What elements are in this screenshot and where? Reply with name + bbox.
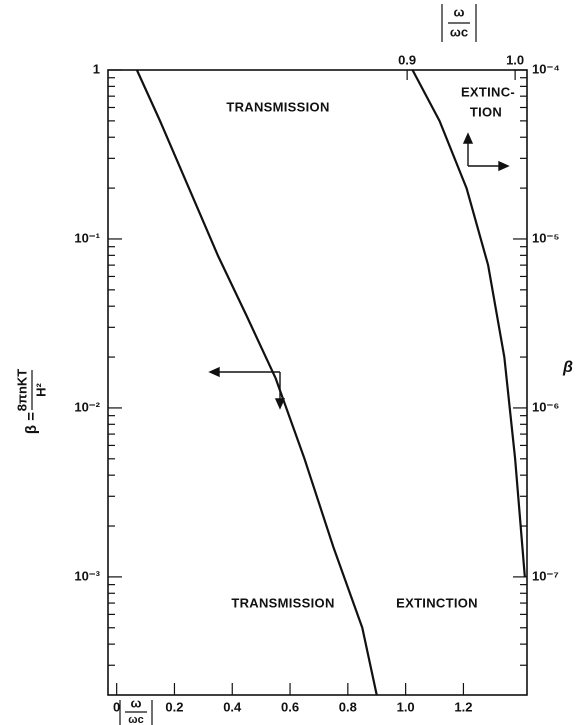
y-label-denominator: H² (33, 382, 48, 396)
y-label-numerator: 8πnKT (14, 369, 29, 412)
y-tick-label: 1 (93, 61, 100, 76)
annotation: TRANSMISSION (231, 595, 334, 610)
y2-tick-label: 10⁻⁷ (532, 568, 559, 583)
x2-axis-label: ω ωc (441, 4, 477, 42)
y-tick-label: 10⁻¹ (74, 230, 100, 245)
y-axis-label: β = 8πnKT H² (14, 369, 48, 434)
annotation: EXTINCTION (396, 595, 478, 610)
x2-label-denominator: ωc (450, 24, 468, 39)
x-tick-label: 0 (113, 699, 120, 714)
curve (411, 69, 526, 577)
y2-tick-label: 10⁻⁵ (532, 230, 559, 245)
x2-tick-label: 1.0 (506, 52, 524, 67)
x2-tick-label: 0.9 (398, 52, 416, 67)
arrow (208, 132, 510, 410)
y-tick-label: 10⁻² (74, 399, 100, 414)
x-tick-label: 0.2 (165, 699, 183, 714)
plot-frame (107, 69, 528, 696)
x2-label-numerator: ω (454, 4, 465, 19)
x-tick-label: 0.6 (281, 699, 299, 714)
annotation: EXTINC- (461, 84, 515, 99)
curve (135, 69, 378, 696)
x-label-numerator: ω (131, 695, 142, 710)
annotation: TRANSMISSION (226, 99, 329, 114)
y2-tick-label: 10⁻⁶ (532, 399, 559, 414)
annotation: TION (470, 104, 502, 119)
y-tick-label: 10⁻³ (74, 568, 100, 583)
x-label-denominator: ωc (128, 714, 143, 725)
x-tick-label: 0.4 (223, 699, 242, 714)
x-tick-label: 1.2 (454, 699, 472, 714)
y2-axis-label: β (562, 359, 573, 376)
y2-tick-label: 10⁻⁴ (532, 61, 560, 76)
x-tick-label: 0.8 (339, 699, 357, 714)
x-axis-label: ω ωc (119, 695, 153, 725)
x-tick-label: 1.0 (397, 699, 415, 714)
y-label-lhs: β = (23, 412, 40, 434)
